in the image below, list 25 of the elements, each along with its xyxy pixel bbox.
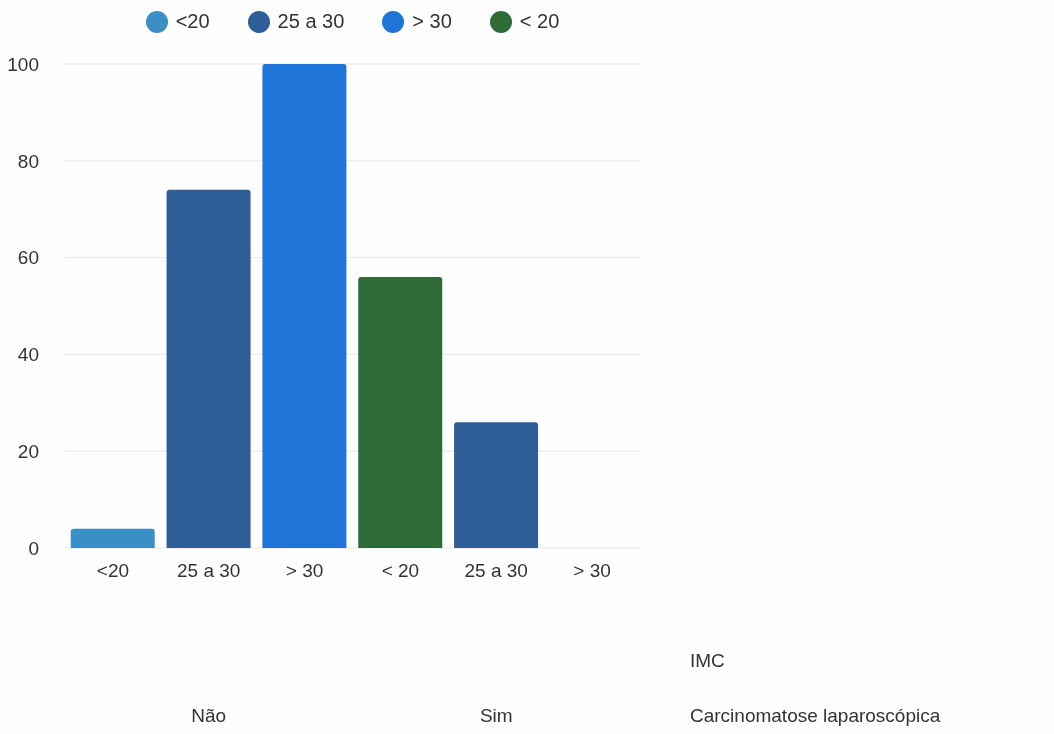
x-tick-label: > 30 xyxy=(573,560,611,582)
y-tick-label: 60 xyxy=(17,247,39,269)
x-tick-label: 25 a 30 xyxy=(464,560,528,582)
text: Carcinomatose laparoscópica xyxy=(690,705,941,727)
bar xyxy=(358,276,443,548)
x-tick-label: < 20 xyxy=(381,560,420,582)
legend-label: < 20 xyxy=(519,10,560,33)
x-tick-label: <20 xyxy=(96,560,130,582)
legend-label: <20 xyxy=(175,10,210,33)
x-tick-label: > 30 xyxy=(285,560,324,582)
legend-label: > 30 xyxy=(412,10,452,33)
y-tick-label: 80 xyxy=(17,150,39,172)
x-tick-label: 25 a 30 xyxy=(177,560,241,582)
y-tick-label: 20 xyxy=(17,440,39,462)
y-tick-label: 0 xyxy=(28,537,39,559)
bar xyxy=(166,189,251,548)
bar xyxy=(262,64,347,548)
legend-label: 25 a 30 xyxy=(277,10,345,33)
bar xyxy=(70,528,155,548)
bar xyxy=(454,422,539,548)
y-tick-label: 40 xyxy=(17,344,39,366)
y-tick-label: 100 xyxy=(7,53,39,75)
x-axis-title: IMC xyxy=(690,650,725,672)
text: Não xyxy=(191,705,227,727)
text: Sim xyxy=(479,705,513,727)
